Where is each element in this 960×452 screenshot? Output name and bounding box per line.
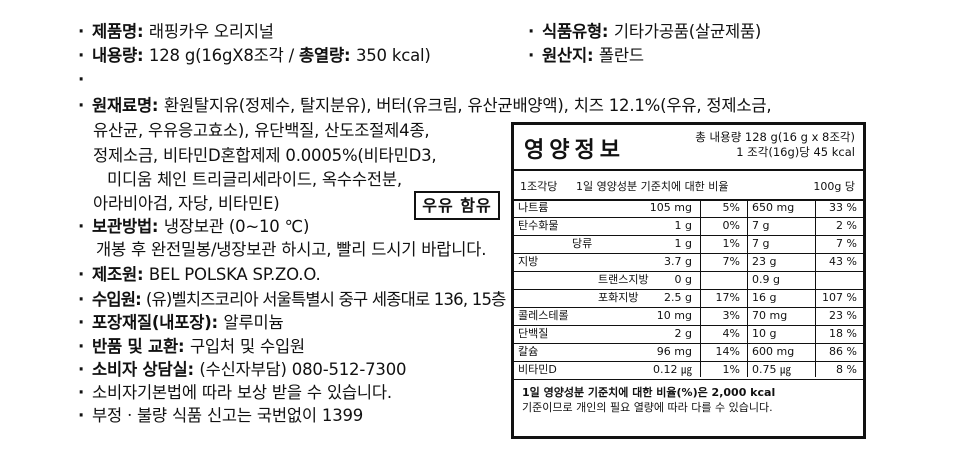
nutrition-row: 탄수화물 1 g 0% 7 g 2 % <box>514 217 863 236</box>
daily-value-per-piece: 1% <box>722 363 740 376</box>
ingredients-line: · 원재료명: 환원탈지유(정제수, 탈지분유), 버터(유크림, 유산균배양액)… <box>78 96 772 115</box>
daily-value-per-piece: 5% <box>722 201 740 214</box>
nutrition-row: 당류 1 g 1% 7 g 7 % <box>514 235 863 254</box>
storage-note: 개봉 후 완전밀봉/냉장보관 하시고, 빨리 드시기 바랍니다. <box>96 240 487 259</box>
amount-per-100g: 0.75 ㎍ <box>752 363 791 376</box>
amount-per-piece: 10 mg <box>656 309 692 322</box>
column-divider <box>747 199 748 377</box>
daily-value-per-100g: 7 % <box>836 237 857 250</box>
daily-value-per-piece: 3% <box>722 309 740 322</box>
amount-per-100g: 7 g <box>752 219 770 232</box>
report-line: · 부정ㆍ불량 식품 신고는 국번없이 1399 <box>78 406 364 425</box>
empty-bullet-line: · <box>78 70 85 89</box>
daily-value-per-100g: 43 % <box>829 255 857 268</box>
nutrition-row: 칼슘 96 mg 14% 600 mg 86 % <box>514 343 863 362</box>
amount-per-piece: 3.7 g <box>664 255 692 268</box>
nutrition-footnote: 1일 영양성분 기준치에 대한 비율(%)은 2,000 kcal 기준이므로 … <box>522 386 776 414</box>
nutrient-name: 포화지방 <box>598 291 639 304</box>
nutrition-row: 지방 3.7 g 7% 23 g 43 % <box>514 253 863 272</box>
daily-value-per-piece: 7% <box>722 255 740 268</box>
origin-line: · 원산지: 폴란드 <box>528 46 644 65</box>
nutrient-name: 나트륨 <box>518 201 549 214</box>
amount-per-100g: 650 mg <box>752 201 795 214</box>
nutrition-header: 영양정보 총 내용량 128 g(16 g x 8조각) 1 조각(16g)당 … <box>514 125 863 171</box>
amount-per-piece: 105 mg <box>649 201 692 214</box>
nutrient-name: 지방 <box>518 255 539 268</box>
nutrient-name: 비타민D <box>518 363 557 376</box>
compensation-line: · 소비자기본법에 따라 보상 받을 수 있습니다. <box>78 383 392 402</box>
daily-value-per-piece: 14% <box>715 345 740 358</box>
amount-per-piece: 0 g <box>674 273 692 286</box>
column-divider <box>700 199 701 377</box>
amount-per-100g: 16 g <box>752 291 777 304</box>
nutrient-name: 탄수화물 <box>518 219 559 232</box>
product-name-line: · 제품명: 래핑카우 오리지널 <box>78 22 274 41</box>
ingredients-line-3: 정제소금, 비타민D혼합제제 0.0005%(비타민D3, <box>93 146 437 165</box>
nutrition-row: 단백질 2 g 4% 10 g 18 % <box>514 325 863 344</box>
daily-value-per-100g: 107 % <box>822 291 857 304</box>
nutrition-row: 트랜스지방 0 g 0.9 g <box>514 271 863 290</box>
amount-per-100g: 10 g <box>752 327 777 340</box>
returns-line: · 반품 및 교환: 구입처 및 수입원 <box>78 337 305 356</box>
daily-value-per-piece: 4% <box>722 327 740 340</box>
nutrition-total: 총 내용량 128 g(16 g x 8조각) 1 조각(16g)당 45 kc… <box>695 130 855 159</box>
amount-per-100g: 23 g <box>752 255 777 268</box>
importer-line: · 수입원: (유)벨치즈코리아 서울특별시 중구 세종대로 136, 15층 <box>78 290 506 309</box>
milk-allergen-box: 우유 함유 <box>414 191 500 220</box>
column-divider <box>815 199 816 377</box>
daily-value-per-100g: 2 % <box>836 219 857 232</box>
amount-per-piece: 1 g <box>674 219 692 232</box>
nutrition-column-header: 1조각당 1일 영양성분 기준치에 대한 비율 100g 당 <box>514 169 863 201</box>
nutrition-row: 포화지방 2.5 g 17% 16 g 107 % <box>514 289 863 308</box>
nutrient-name: 칼슘 <box>518 345 539 358</box>
amount-per-piece: 2.5 g <box>664 291 692 304</box>
nutrition-title: 영양정보 <box>524 138 625 163</box>
content-line: · 내용량: 128 g(16gX8조각 / 총열량: 350 kcal) <box>78 46 431 65</box>
nutrient-name: 트랜스지방 <box>598 273 649 286</box>
amount-per-100g: 7 g <box>752 237 770 250</box>
daily-value-per-100g: 86 % <box>829 345 857 358</box>
daily-value-per-100g: 33 % <box>829 201 857 214</box>
nutrition-facts-panel: 영양정보 총 내용량 128 g(16 g x 8조각) 1 조각(16g)당 … <box>511 122 866 439</box>
nutrition-row: 콜레스테롤 10 mg 3% 70 mg 23 % <box>514 307 863 326</box>
amount-per-100g: 70 mg <box>752 309 788 322</box>
manufacturer-line: · 제조원: BEL POLSKA SP.ZO.O. <box>78 265 321 284</box>
food-type-line: · 식품유형: 기타가공품(살균제품) <box>528 22 762 41</box>
ingredients-line-5: 아라비아검, 자당, 비타민E) <box>93 194 280 213</box>
ingredients-line-2: 유산균, 우유응고효소), 유단백질, 산도조절제4종, <box>93 121 430 140</box>
ingredients-line-4: 미디움 체인 트리글리세라이드, 옥수수전분, <box>107 170 402 189</box>
consult-line: · 소비자 상담실: (수신자부담) 080-512-7300 <box>78 360 407 379</box>
amount-per-100g: 600 mg <box>752 345 795 358</box>
amount-per-100g: 0.9 g <box>752 273 780 286</box>
nutrient-name: 단백질 <box>518 327 549 340</box>
amount-per-piece: 2 g <box>674 327 692 340</box>
amount-per-piece: 1 g <box>674 237 692 250</box>
nutrient-name: 당류 <box>572 237 593 250</box>
nutrition-row: 나트륨 105 mg 5% 650 mg 33 % <box>514 199 863 218</box>
nutrition-row: 비타민D 0.12 ㎍ 1% 0.75 ㎍ 8 % <box>514 361 863 380</box>
nutrient-name: 콜레스테롤 <box>518 309 569 322</box>
daily-value-per-piece: 1% <box>722 237 740 250</box>
storage-line: · 보관방법: 냉장보관 (0~10 ℃) <box>78 217 310 236</box>
daily-value-per-100g: 8 % <box>836 363 857 376</box>
daily-value-per-100g: 18 % <box>829 327 857 340</box>
daily-value-per-piece: 17% <box>715 291 740 304</box>
bullet: · <box>78 22 85 41</box>
amount-per-piece: 0.12 ㎍ <box>653 363 692 376</box>
daily-value-per-100g: 23 % <box>829 309 857 322</box>
amount-per-piece: 96 mg <box>656 345 692 358</box>
daily-value-per-piece: 0% <box>722 219 740 232</box>
packaging-line: · 포장재질(내포장): 알루미늄 <box>78 313 284 332</box>
